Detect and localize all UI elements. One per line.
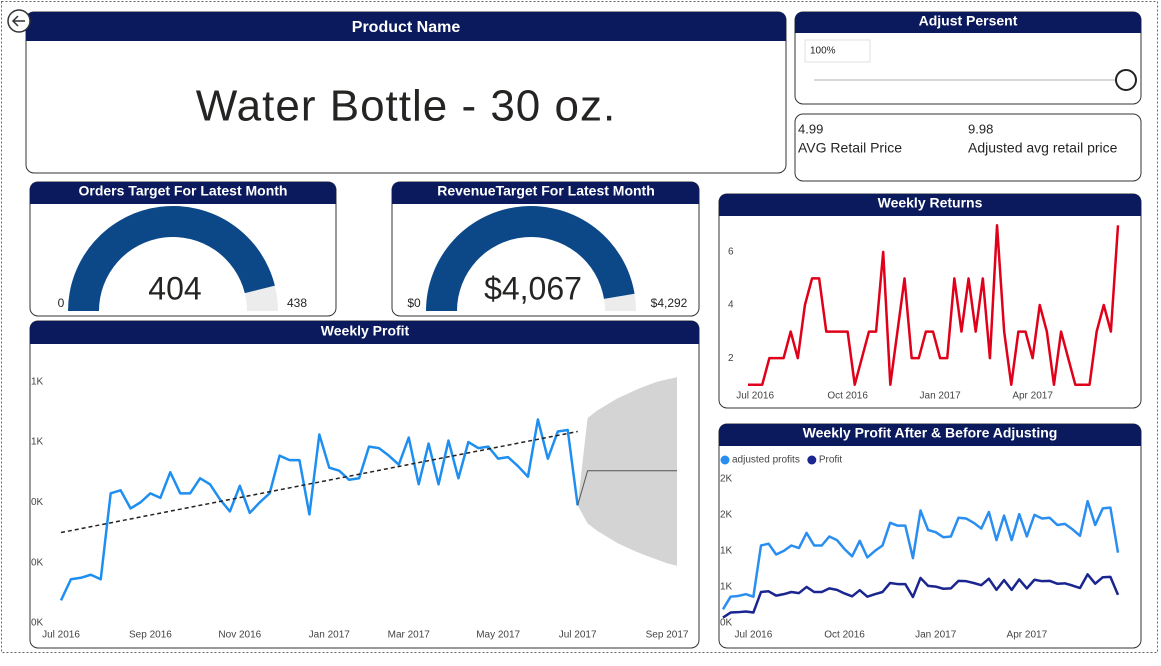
y-tick-label: 1K xyxy=(31,437,44,448)
panel-header xyxy=(719,424,1141,446)
back-button[interactable] xyxy=(7,9,31,33)
gauge-value-arc xyxy=(68,205,275,311)
y-tick-label: 2 xyxy=(728,353,734,364)
gauge-track xyxy=(244,285,278,311)
x-tick-label: Jan 2017 xyxy=(309,630,351,641)
y-tick-label: 6 xyxy=(728,246,734,257)
back-arrow[interactable] xyxy=(11,15,25,27)
x-tick-label: Oct 2016 xyxy=(824,630,865,641)
x-tick-label: Oct 2016 xyxy=(827,391,868,402)
panel-header xyxy=(30,182,336,204)
x-tick-label: Jan 2017 xyxy=(920,391,962,402)
legend-label: Profit xyxy=(819,455,843,466)
forecast-line xyxy=(577,470,677,506)
series-line xyxy=(722,573,1120,619)
panel xyxy=(718,193,1142,409)
kpi-value: 4.99 xyxy=(798,121,823,136)
x-tick-label: Jan 2017 xyxy=(915,630,957,641)
x-tick-label: Sep 2016 xyxy=(129,630,172,641)
panel-header xyxy=(392,182,699,204)
legend-marker xyxy=(720,455,730,465)
x-tick-label: Jul 2016 xyxy=(42,630,80,641)
x-tick-label: Jul 2016 xyxy=(736,391,774,402)
x-tick-label: Sep 2017 xyxy=(646,630,689,641)
slicer-header: Adjust Persent xyxy=(919,13,1018,29)
gauge-max: $4,292 xyxy=(651,296,688,310)
kpi-value: 9.98 xyxy=(968,121,993,136)
x-tick-label: Apr 2017 xyxy=(1007,630,1048,641)
chart-title: RevenueTarget For Latest Month xyxy=(437,183,655,199)
card-header: Product Name xyxy=(352,19,461,36)
y-tick-label: 1K xyxy=(720,546,733,557)
slicer-input[interactable] xyxy=(804,39,871,63)
data-layer: 404 0 438 $4,067 $0 $4,292 2 4 6 Jul 2016 Oct 2016… xyxy=(31,205,1120,641)
legend-marker xyxy=(807,455,817,465)
gauge-track xyxy=(603,293,636,311)
x-tick-label: May 2017 xyxy=(476,630,520,641)
x-tick-label: Apr 2017 xyxy=(1012,391,1053,402)
gauge-value: $4,067 xyxy=(484,270,582,306)
series-line xyxy=(721,499,1120,610)
y-tick-label: 1K xyxy=(31,376,44,387)
y-tick-label: 1K xyxy=(720,582,733,593)
kpi-label: AVG Retail Price xyxy=(798,140,902,156)
gauge-min: 0 xyxy=(58,296,65,310)
chart-title: Weekly Returns xyxy=(878,195,983,211)
gauge-value: 404 xyxy=(148,270,201,306)
data-line xyxy=(748,224,1120,386)
page-border xyxy=(1,1,1158,653)
y-tick-label: 2K xyxy=(720,473,733,484)
data-line xyxy=(59,418,579,601)
x-tick-label: Mar 2017 xyxy=(388,630,431,641)
panel-header xyxy=(30,321,699,344)
chart-title: Weekly Profit After & Before Adjusting xyxy=(803,425,1058,441)
chart-title: Weekly Profit xyxy=(321,323,410,339)
panel xyxy=(794,113,1142,182)
gauge-min: $0 xyxy=(407,296,421,310)
x-tick-label: Nov 2016 xyxy=(218,630,261,641)
legend-label: adjusted profits xyxy=(732,455,800,466)
slider-handle[interactable] xyxy=(1115,69,1137,91)
gauge-max: 438 xyxy=(287,296,307,310)
y-tick-label: 0K xyxy=(31,497,44,508)
gauge-value-arc xyxy=(426,206,635,311)
y-tick-label: 4 xyxy=(728,300,734,311)
panel-header xyxy=(26,12,786,41)
x-tick-label: Jul 2017 xyxy=(559,630,597,641)
panel-header xyxy=(795,12,1141,33)
y-tick-label: 2K xyxy=(720,510,733,521)
kpi-label: Adjusted avg retail price xyxy=(968,140,1118,156)
y-tick-label: 0K xyxy=(31,618,44,629)
y-tick-label: 0K xyxy=(31,557,44,568)
product-name: Water Bottle - 30 oz. xyxy=(196,82,616,131)
forecast-band xyxy=(577,377,677,566)
slicer-value[interactable]: 100% xyxy=(810,46,836,57)
panel-header xyxy=(719,194,1141,216)
chart-title: Orders Target For Latest Month xyxy=(79,183,288,199)
x-tick-label: Jul 2016 xyxy=(734,630,772,641)
trend-line xyxy=(60,430,578,534)
y-tick-label: 0K xyxy=(720,618,733,629)
